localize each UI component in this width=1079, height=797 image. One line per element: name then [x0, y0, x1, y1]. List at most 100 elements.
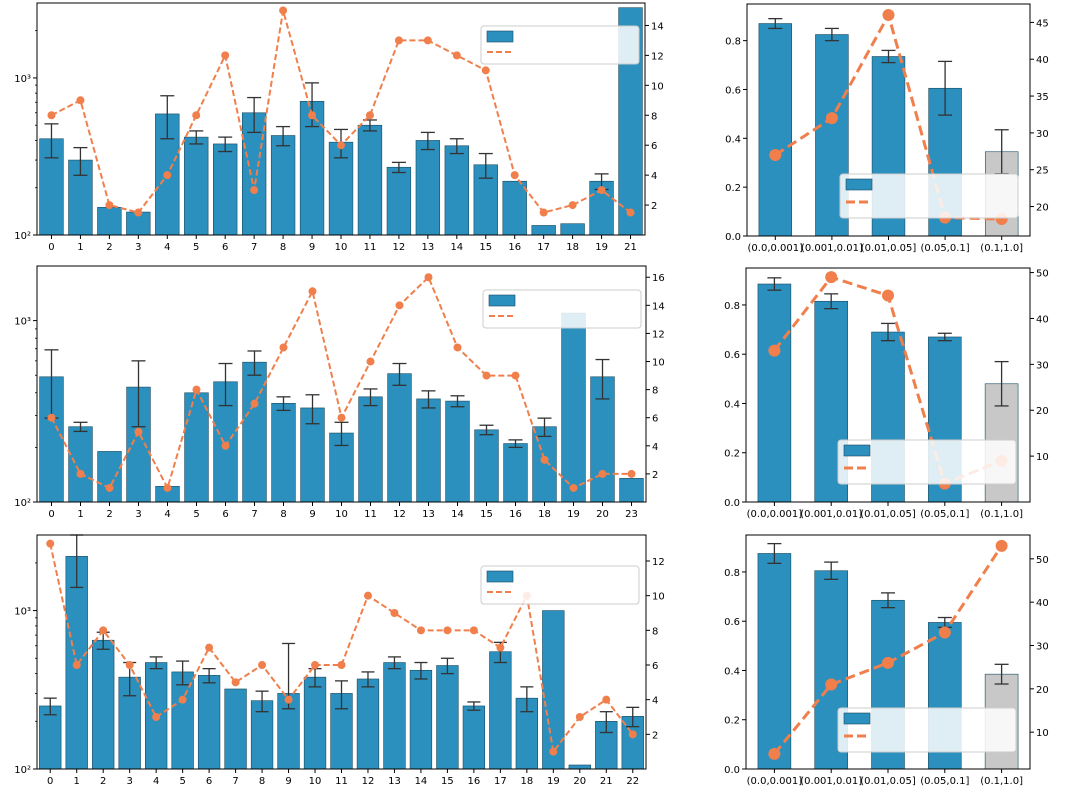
counties-point — [284, 695, 293, 704]
x-tick-label: 0 — [47, 776, 53, 787]
counties-point — [76, 96, 85, 105]
counties-point — [549, 747, 558, 756]
counties-point — [163, 483, 172, 492]
y-tick-label: 10³ — [14, 74, 31, 85]
bar — [436, 665, 459, 770]
x-tick-label: (0.1,1.0] — [980, 776, 1023, 787]
work-pvalue-panel: (0.0,0.001](0.001,0.01](0.01,0.05] (0.05,… — [724, 534, 1049, 787]
x-tick-label: 16 — [468, 776, 481, 787]
y2-tick-label: 8 — [651, 111, 657, 122]
bar — [383, 662, 406, 770]
x-tick-label: 3 — [135, 509, 141, 520]
x-tick-label: 13 — [422, 509, 435, 520]
x-tick-label: (0.01,0.05] — [860, 509, 916, 520]
x-tick-label: 1 — [77, 509, 83, 520]
bar — [271, 403, 296, 503]
counties-point — [134, 208, 143, 217]
y2-tick-label: 10 — [651, 81, 664, 92]
counties-point — [395, 301, 404, 310]
x-tick-label: 14 — [415, 776, 428, 787]
bar — [197, 675, 221, 770]
counties-point — [825, 271, 838, 284]
x-tick-label: 22 — [626, 776, 639, 787]
y2-tick-label: 30 — [1036, 360, 1049, 371]
bar — [39, 705, 62, 770]
x-tick-label: 9 — [309, 509, 315, 520]
y2-tick-label: 50 — [1036, 555, 1049, 566]
bar — [386, 166, 412, 236]
x-tick-label: 1 — [77, 242, 83, 253]
social-pvalue-panel: (0.0,0.001](0.001,0.01](0.01,0.05] (0.05,… — [725, 3, 1049, 254]
x-tick-label: (0.0,0.001] — [747, 776, 803, 787]
bar — [502, 180, 527, 236]
counties-point — [510, 171, 519, 180]
bar — [757, 553, 792, 770]
legend — [839, 173, 1019, 219]
counties-point — [575, 713, 584, 721]
counties-point — [105, 201, 114, 210]
bar — [303, 676, 327, 770]
counties-point — [598, 469, 607, 478]
counties-point — [423, 36, 432, 45]
x-tick-label: 6 — [206, 776, 212, 787]
counties-point — [452, 51, 461, 60]
counties-point — [125, 661, 134, 669]
counties-point — [308, 111, 317, 120]
x-tick-label: 13 — [421, 242, 434, 253]
y2-tick-label: 35 — [1036, 92, 1049, 103]
counties-point — [279, 6, 288, 15]
counties-point — [825, 112, 838, 125]
y2-tick-label: 25 — [1036, 166, 1049, 177]
y2-tick-label: 10 — [1036, 452, 1049, 463]
counties-point — [995, 539, 1008, 552]
counties-point — [390, 609, 399, 617]
counties-point — [258, 661, 267, 669]
counties-point — [540, 455, 549, 464]
x-tick-label: 20 — [573, 776, 586, 787]
legend-box — [482, 289, 642, 329]
y-tick-label: 0.4 — [724, 399, 740, 410]
y-tick-label: 0.8 — [724, 568, 740, 579]
y2-tick-label: 20 — [1036, 685, 1049, 696]
y-tick-label: 0.0 — [725, 232, 741, 243]
legend — [837, 707, 1017, 753]
y2-tick-label: 40 — [1036, 598, 1049, 609]
counties-point — [46, 539, 55, 548]
bar — [489, 651, 512, 770]
counties-point — [178, 695, 187, 704]
counties-point — [938, 626, 951, 639]
bar — [357, 124, 383, 236]
x-tick-label: 9 — [285, 776, 291, 787]
legend-swatch-bar — [843, 712, 871, 725]
bar — [474, 429, 499, 503]
x-tick-label: (0.0,0.001] — [748, 243, 804, 254]
bar — [97, 451, 122, 503]
x-tick-label: (0.0,0.001] — [747, 509, 803, 520]
x-tick-label: 18 — [520, 776, 533, 787]
x-tick-label: 7 — [232, 776, 238, 787]
x-tick-label: 15 — [441, 776, 454, 787]
counties-point — [250, 186, 259, 195]
y-tick-label: 10² — [14, 231, 31, 242]
legend-swatch-bar — [843, 444, 871, 457]
x-tick-label: (0.01,0.05] — [861, 243, 917, 254]
x-tick-label: (0.1,1.0] — [980, 509, 1023, 520]
social-offset-panel: 0 1 2 3 4 5 6 7 8 9 10 11 12 13 14 15 16 17 18 19 2110²10³24… — [14, 2, 664, 253]
x-tick-label: 10 — [335, 242, 348, 253]
y-tick-label: 0.0 — [724, 765, 740, 776]
y-tick-label: 10² — [14, 498, 31, 509]
x-tick-label: 0 — [48, 242, 54, 253]
x-tick-label: (0.05,0.1] — [920, 776, 969, 787]
x-tick-label: 19 — [567, 509, 580, 520]
counties-point — [628, 730, 637, 739]
x-tick-label: 2 — [106, 509, 112, 520]
counties-point — [469, 626, 478, 635]
counties-point — [192, 111, 201, 120]
legend-swatch-bar — [486, 30, 514, 43]
bar — [560, 223, 585, 236]
x-tick-label: 15 — [480, 509, 493, 520]
counties-point — [825, 678, 838, 691]
x-tick-label: 5 — [193, 242, 199, 253]
